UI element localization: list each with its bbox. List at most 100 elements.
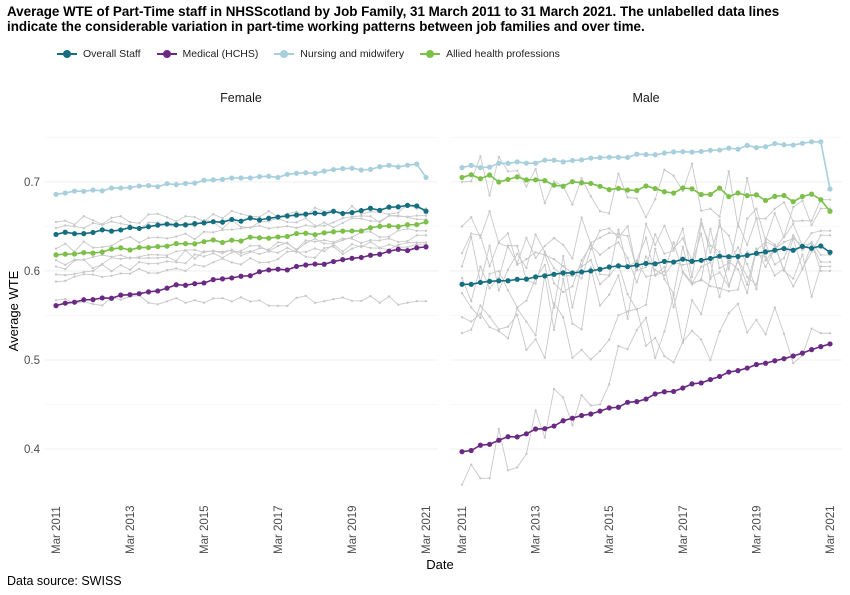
other-series-point [580,348,583,352]
other-series-point [460,265,464,268]
series-point-overall [367,205,374,211]
other-series-point [369,219,372,223]
series-point-medical [505,434,511,440]
other-series-point [782,269,786,272]
series-point-overall [514,276,520,282]
other-series-point [64,263,67,267]
other-series-point [580,216,583,219]
other-series-point [488,325,491,329]
other-series-point [128,257,132,260]
other-series-point [460,332,464,335]
other-series-point [193,253,196,256]
other-series-point [147,301,150,304]
other-series-point [470,320,473,323]
series-point-overall [303,211,309,217]
other-series-point [387,213,391,216]
series-point-nursing [247,175,253,181]
series-point-medical [284,267,290,273]
series-point-allied [799,193,806,200]
x-tick-label: Mar 2013 [125,505,137,554]
series-point-overall [312,210,318,216]
other-series-point [202,230,206,233]
series-point-allied [579,180,585,186]
series-point-overall [284,213,290,219]
other-series-point [773,274,776,277]
other-series-point [54,273,58,276]
other-series-point [313,240,317,243]
series-point-overall [689,258,695,264]
other-series-point [571,257,574,260]
other-series-point [295,221,298,224]
other-series-point [406,245,409,249]
series-point-overall [275,214,281,220]
other-series-point [562,277,565,281]
other-series-point [119,298,122,301]
series-point-medical [173,282,179,288]
other-series-point [782,240,786,244]
other-series-point [415,243,418,246]
other-series-point [165,300,169,303]
series-point-medical [108,295,115,301]
series-point-medical [560,418,566,424]
other-series-point [828,260,832,264]
other-series-point [304,216,307,220]
series-point-nursing [81,188,87,194]
series-point-overall [173,222,179,228]
other-series-point [230,228,233,231]
other-series-point [110,216,113,219]
x-tick-label: Mar 2017 [678,505,690,554]
series-point-overall [219,219,226,225]
series-point-allied [735,190,741,196]
other-series-point [672,241,675,244]
other-series-point [792,222,795,226]
series-point-overall [127,224,133,231]
series-point-nursing [551,157,557,163]
other-series-point [313,224,317,227]
series-point-allied [569,179,576,185]
series-point-medical [192,281,198,287]
other-series-point [184,269,187,273]
other-series-point [304,250,307,254]
series-point-medical [229,275,235,281]
other-series-point [147,256,150,260]
other-series-point [525,320,528,323]
series-point-overall [155,222,161,228]
series-point-allied [90,250,96,256]
panel-title: Male [632,91,659,105]
other-series-point [681,270,684,273]
other-series-point [156,212,159,216]
other-series-point [369,294,372,298]
other-series-point [397,211,400,214]
other-series-point [773,243,776,246]
other-series-point [323,239,326,242]
other-series-point [202,250,206,253]
series-point-nursing [182,180,189,187]
other-series-point [304,239,307,242]
other-series-point [672,249,675,252]
series-point-medical [634,399,640,405]
other-series-point [460,180,464,184]
other-series-point [239,296,243,299]
legend-item-overall: Overall Staff [56,48,141,60]
series-point-allied [404,222,411,228]
series-point-nursing [763,144,769,150]
other-series-point [663,265,666,269]
other-series-point [323,242,326,245]
series-point-medical [404,247,411,254]
other-series-point [727,234,730,237]
other-series-point [304,224,307,227]
other-series-point [73,225,76,228]
other-series-point [525,299,528,302]
series-point-allied [164,243,170,249]
other-series-point [295,226,298,230]
other-series-point [91,269,95,273]
series-point-nursing [321,168,327,174]
other-series-point [681,245,684,249]
other-series-point [534,167,537,171]
other-series-point [562,243,565,247]
other-series-point [350,247,354,250]
other-series-point [64,297,67,301]
other-series-point [341,221,344,225]
other-series-point [202,301,206,304]
other-series-point [589,242,592,246]
